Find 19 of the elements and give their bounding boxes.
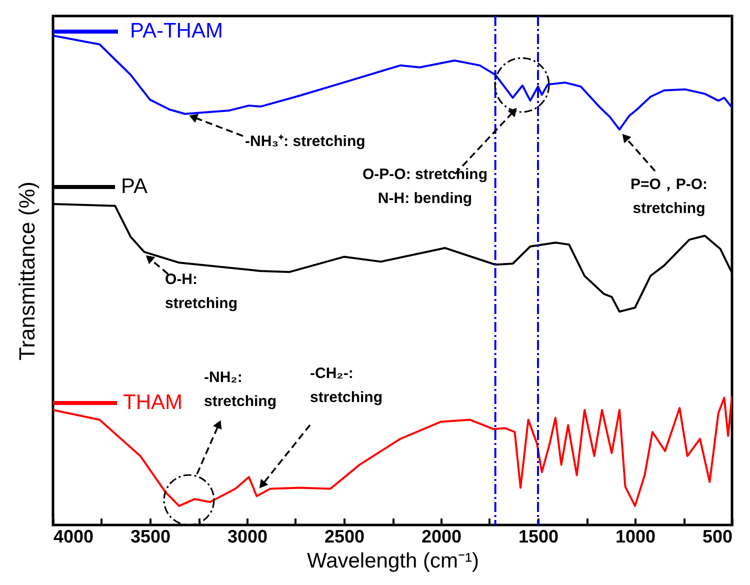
x-axis-title: Wavelength (cm⁻¹) (307, 550, 479, 572)
annotation: O-P-O: stretching N-H: bending (362, 166, 488, 207)
x-tick-label: 500 (702, 526, 732, 546)
x-tick-label: 2000 (421, 526, 462, 546)
annotation: -CH₂-: stretching (310, 365, 383, 406)
y-axis-title: Transmittance (%) (14, 182, 40, 360)
legend-label: PA-THAM (130, 20, 223, 43)
x-tick-label: 3500 (130, 526, 171, 546)
legend-label: PA (121, 174, 148, 198)
legend-label: THAM (123, 390, 182, 414)
x-tick-label: 3000 (227, 526, 268, 546)
x-tick-label: 2500 (324, 526, 365, 546)
annotation: -NH₂: stretching (204, 369, 277, 410)
x-tick-label: 1500 (518, 526, 559, 546)
annotation: -NH₃⁺: stretching (245, 133, 366, 150)
x-tick-label: 1000 (615, 526, 656, 546)
x-tick-label: 4000 (54, 526, 94, 546)
annotation: O-H: stretching (165, 271, 238, 312)
annotation: P=O，P-O: stretching (630, 176, 708, 217)
